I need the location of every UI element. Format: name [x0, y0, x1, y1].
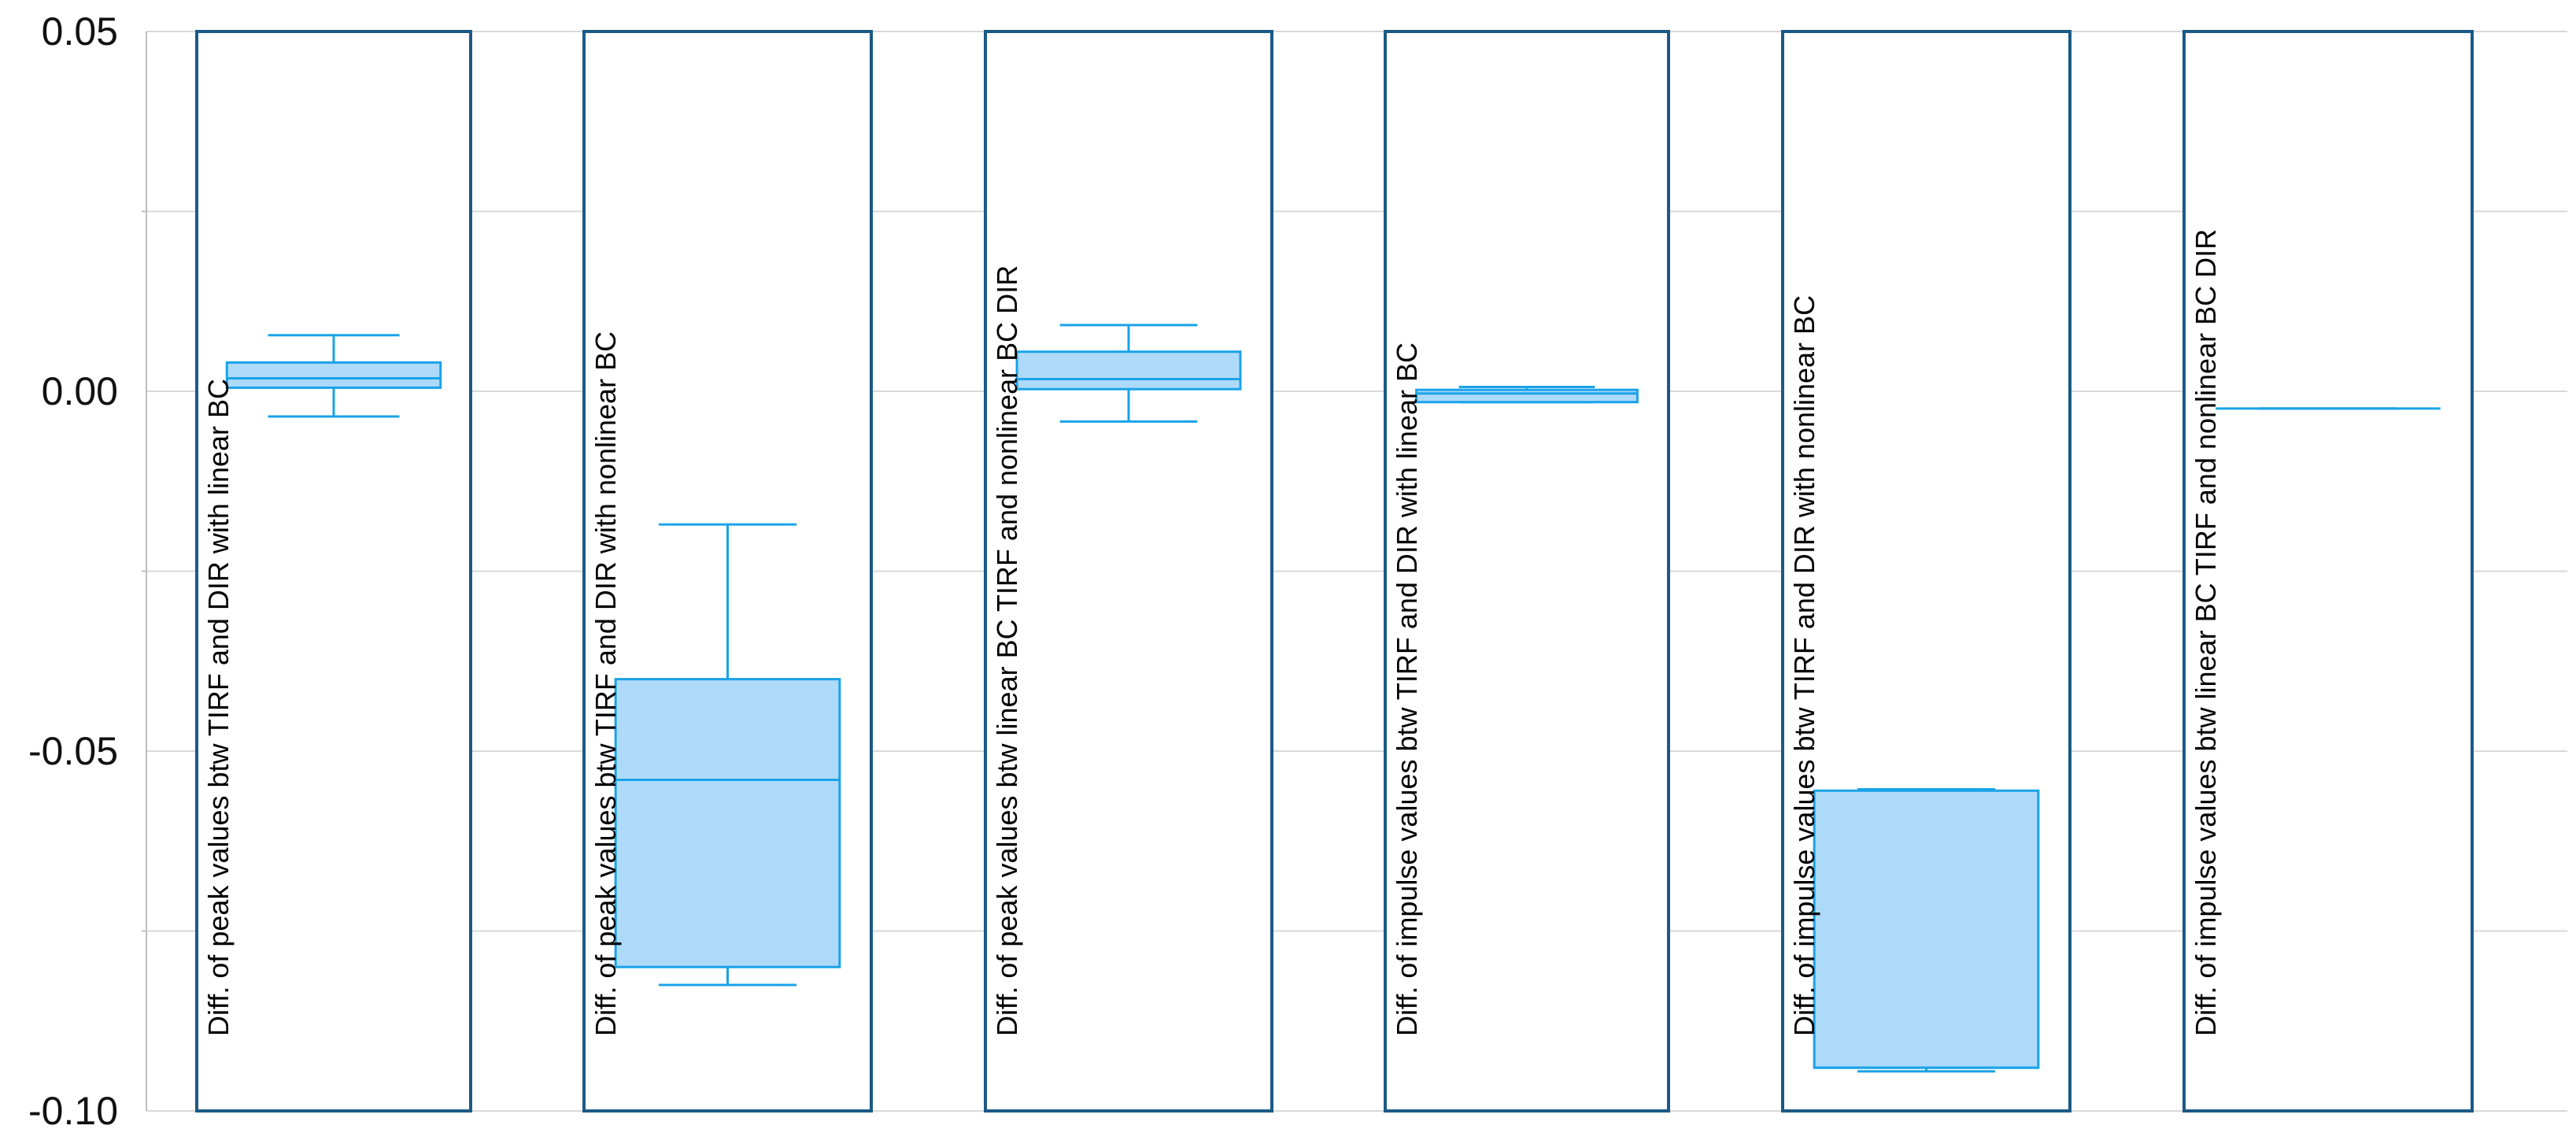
box-group: Diff. of peak values btw linear BC TIRF …: [984, 30, 1273, 1113]
box-group: Diff. of impulse values btw linear BC TI…: [2182, 30, 2474, 1113]
category-label: Diff. of impulse values btw TIRF and DIR…: [1788, 295, 1820, 1036]
iqr-box: [1813, 789, 2040, 1069]
box-panel: [984, 30, 1273, 1113]
iqr-box: [614, 678, 841, 968]
category-label: Diff. of impulse values btw TIRF and DIR…: [1391, 342, 1423, 1036]
grid-layer: [146, 31, 2567, 1112]
y-tick-label: 0.05: [42, 9, 118, 54]
box-group: Diff. of peak values btw TIRF and DIR wi…: [195, 30, 472, 1113]
iqr-box: [225, 361, 442, 389]
category-label: Diff. of peak values btw linear BC TIRF …: [991, 265, 1023, 1036]
y-tick-label: -0.05: [28, 729, 118, 773]
box-panels: Diff. of peak values btw TIRF and DIR wi…: [195, 30, 2474, 1113]
box-panel: [2182, 30, 2474, 1113]
category-label: Diff. of impulse values btw linear BC TI…: [2190, 229, 2222, 1036]
y-tick-label: -0.10: [28, 1089, 118, 1133]
iqr-box: [1015, 350, 1242, 391]
box-group: Diff. of impulse values btw TIRF and DIR…: [1384, 30, 1670, 1113]
box-group: Diff. of peak values btw TIRF and DIR wi…: [582, 30, 873, 1113]
category-label: Diff. of peak values btw TIRF and DIR wi…: [202, 379, 235, 1036]
box-panel: [195, 30, 472, 1113]
category-label: Diff. of peak values btw TIRF and DIR wi…: [589, 331, 622, 1036]
box-group: Diff. of impulse values btw TIRF and DIR…: [1781, 30, 2072, 1113]
y-axis: 0.05 0.00 -0.05 -0.10: [28, 9, 147, 1133]
iqr-box: [1415, 388, 1639, 404]
y-tick-label: 0.00: [42, 369, 118, 413]
box-panel: [1384, 30, 1670, 1113]
